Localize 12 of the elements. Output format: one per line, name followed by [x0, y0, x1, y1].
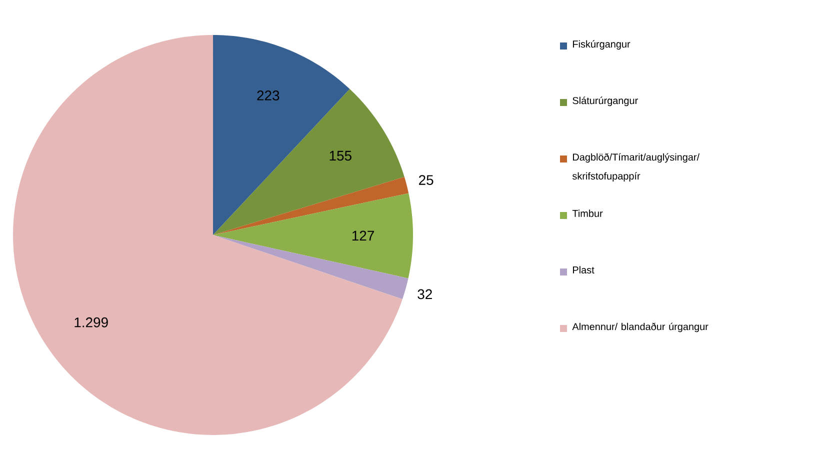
legend-label: Fiskúrgangur: [573, 40, 630, 50]
data-label: 32: [418, 289, 432, 300]
data-label: 25: [418, 175, 434, 185]
legend-label: Timbur: [572, 210, 603, 217]
data-label: 1.299: [74, 317, 108, 328]
data-label: 155: [330, 150, 352, 161]
data-label: 127: [352, 230, 374, 240]
data-label: 223: [257, 90, 280, 100]
legend-label: Sláturúrgangur: [572, 96, 638, 106]
legend-label: Plast: [573, 266, 594, 274]
legend-label: Dagblöð/Tímarit/auglýsingar/ skrifstofupappír: [572, 153, 700, 182]
legend-label: Almennur/ blandaður úrgangur: [572, 322, 708, 332]
